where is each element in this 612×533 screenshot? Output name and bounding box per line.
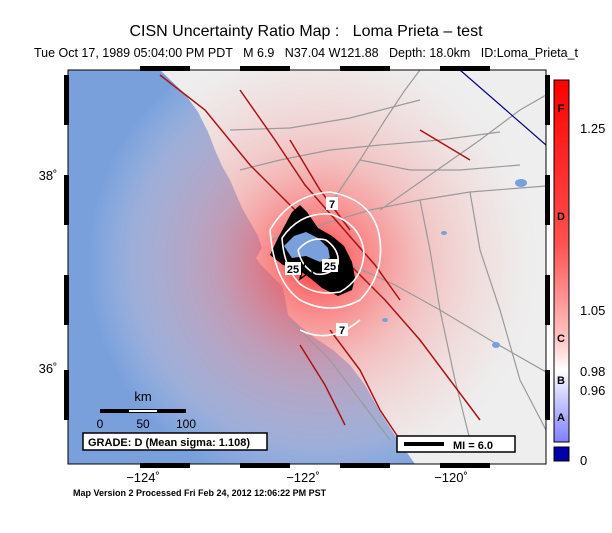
scale-tick-50: 50	[136, 417, 150, 431]
svg-text:MI = 6.0: MI = 6.0	[453, 440, 493, 452]
colorbar-letter-a: A	[557, 412, 565, 424]
lon-label-122: −122˚	[286, 470, 320, 485]
svg-text:25: 25	[287, 264, 299, 276]
colorbar-letter-f: F	[558, 103, 565, 115]
water-bodies	[382, 179, 527, 348]
colorbar-value-0-98: 0.98	[580, 364, 605, 379]
uncertainty-contours	[269, 191, 382, 337]
colorbar-letter-b: B	[557, 375, 565, 387]
map-title: CISN Uncertainty Ratio Map : Loma Prieta…	[129, 23, 483, 40]
contour-label-top: 7	[326, 197, 338, 211]
colorbar-value-1-05: 1.05	[580, 303, 605, 318]
lat-label-36: 36˚	[39, 361, 58, 376]
map-area	[68, 70, 546, 464]
mi-legend-box: MI = 6.0	[396, 435, 516, 453]
grade-box: GRADE: D (Mean sigma: 1.108)	[82, 432, 268, 451]
scale-bar: km 0 50 100	[97, 389, 197, 431]
processing-footer: Map Version 2 Processed Fri Feb 24, 2012…	[73, 488, 327, 498]
colorbar-value-0: 0	[580, 453, 587, 468]
lon-label-120: −120˚	[434, 470, 468, 485]
contour-label-25-left: 25	[285, 262, 301, 276]
lon-label-124: −124˚	[126, 470, 160, 485]
state-border	[459, 70, 546, 146]
svg-text:25: 25	[324, 261, 336, 273]
svg-text:7: 7	[339, 325, 345, 337]
scale-bar-title: km	[134, 389, 151, 404]
colorbar-value-0-96: 0.96	[580, 383, 605, 398]
colorbar-letter-d: D	[557, 211, 565, 223]
scale-tick-100: 100	[176, 417, 196, 431]
colorbar-letter-c: C	[557, 333, 565, 345]
color-bar: F D C B A 1.25 1.05 0.98 0.96 0	[553, 79, 605, 468]
scale-tick-0: 0	[97, 417, 104, 431]
contour-label-bottom: 7	[336, 323, 348, 337]
svg-text:GRADE: D (Mean sigma: 1.108): GRADE: D (Mean sigma: 1.108)	[88, 437, 250, 449]
lat-label-38: 38˚	[39, 168, 58, 183]
svg-text:7: 7	[329, 199, 335, 211]
event-info: Tue Oct 17, 1989 05:04:00 PM PDT M 6.9 N…	[33, 46, 579, 60]
colorbar-value-1-25: 1.25	[580, 121, 605, 136]
map-frame	[64, 66, 550, 468]
contour-label-25-right: 25	[322, 259, 338, 273]
